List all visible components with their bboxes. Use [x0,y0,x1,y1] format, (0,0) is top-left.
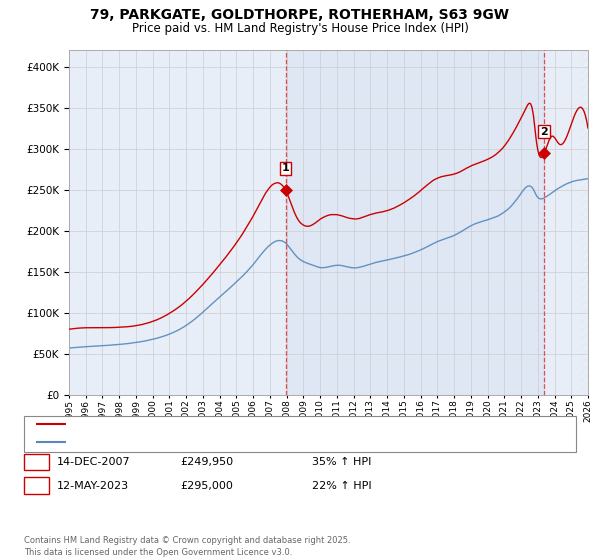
Text: Contains HM Land Registry data © Crown copyright and database right 2025.
This d: Contains HM Land Registry data © Crown c… [24,536,350,557]
Text: 1: 1 [282,164,290,174]
Text: 79, PARKGATE, GOLDTHORPE, ROTHERHAM, S63 9GW (detached house): 79, PARKGATE, GOLDTHORPE, ROTHERHAM, S63… [72,419,432,429]
Text: 14-DEC-2007: 14-DEC-2007 [57,457,131,467]
Text: £295,000: £295,000 [180,480,233,491]
Text: 2: 2 [540,127,548,137]
Text: 2: 2 [33,480,40,491]
Text: 22% ↑ HPI: 22% ↑ HPI [312,480,371,491]
Bar [286,50,544,395]
Text: £249,950: £249,950 [180,457,233,467]
Text: 12-MAY-2023: 12-MAY-2023 [57,480,129,491]
Text: 79, PARKGATE, GOLDTHORPE, ROTHERHAM, S63 9GW: 79, PARKGATE, GOLDTHORPE, ROTHERHAM, S63… [91,8,509,22]
Text: 35% ↑ HPI: 35% ↑ HPI [312,457,371,467]
Bar [580,50,596,395]
Text: Price paid vs. HM Land Registry's House Price Index (HPI): Price paid vs. HM Land Registry's House … [131,22,469,35]
Text: 1: 1 [33,457,40,467]
Text: HPI: Average price, detached house, Barnsley: HPI: Average price, detached house, Barn… [72,437,300,447]
Bar [580,50,596,395]
